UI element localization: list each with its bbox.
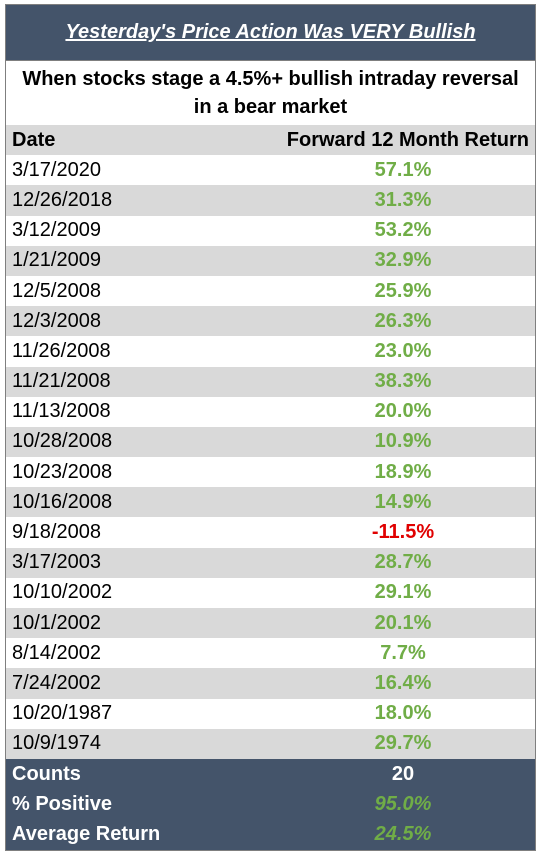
return-cell: 38.3%: [374, 370, 432, 393]
date-cell: 11/13/2008: [12, 400, 111, 423]
return-cell: 7.7%: [380, 641, 426, 664]
summary-row-average: Average Return 24.5%: [6, 820, 535, 850]
date-cell: 12/5/2008: [12, 279, 101, 302]
return-cell: -11.5%: [371, 521, 435, 544]
table-row: 9/18/2008 -11.5%: [6, 517, 535, 548]
average-label: Average Return: [12, 823, 161, 846]
table-row: 3/12/2009 53.2%: [6, 215, 535, 246]
table-row: 12/5/2008 25.9%: [6, 275, 535, 307]
return-cell: 32.9%: [374, 249, 432, 272]
table-row: 10/16/2008 14.9%: [6, 487, 535, 518]
table-row: 10/1/2002 20.1%: [6, 608, 535, 639]
average-value: 24.5%: [374, 823, 432, 846]
table-row: 3/17/2020 57.1%: [6, 155, 535, 186]
return-cell: 31.3%: [374, 188, 432, 211]
date-cell: 9/18/2008: [12, 521, 101, 544]
return-cell: 53.2%: [374, 219, 432, 242]
column-header-row: Date Forward 12 Month Return: [6, 125, 535, 156]
counts-label: Counts: [12, 762, 81, 785]
date-cell: 3/17/2003: [12, 551, 101, 574]
data-rows: 3/17/2020 57.1% 12/26/2018 31.3% 3/12/2009 53…: [6, 155, 535, 759]
date-cell: 10/20/1987: [12, 702, 113, 725]
table-row: 1/21/2009 32.9%: [6, 245, 535, 276]
table-row: 10/10/2002 29.1%: [6, 577, 535, 608]
return-cell: 57.1%: [374, 158, 432, 181]
date-cell: 10/23/2008: [12, 460, 113, 483]
table-row: 7/24/2002 16.4%: [6, 668, 535, 699]
counts-value: 20: [391, 762, 415, 785]
return-cell: 26.3%: [374, 309, 432, 332]
table-row: 10/20/1987 18.0%: [6, 698, 535, 729]
date-cell: 10/28/2008: [12, 430, 113, 453]
table-row: 10/9/1974 29.7%: [6, 728, 535, 759]
date-cell: 10/10/2002: [12, 581, 113, 604]
table-subtitle: When stocks stage a 4.5%+ bullish intrad…: [6, 61, 535, 125]
date-cell: 10/1/2002: [12, 611, 101, 634]
table-row: 11/13/2008 20.0%: [6, 396, 535, 427]
date-cell: 12/3/2008: [12, 309, 101, 332]
table-row: 10/23/2008 18.9%: [6, 457, 535, 488]
return-cell: 20.0%: [374, 400, 432, 423]
table-row: 12/3/2008 26.3%: [6, 306, 535, 337]
summary-row-positive: % Positive 95.0%: [6, 789, 535, 819]
return-cell: 29.7%: [374, 732, 432, 755]
return-cell: 23.0%: [374, 339, 432, 362]
date-cell: 8/14/2002: [12, 641, 101, 664]
positive-value: 95.0%: [374, 792, 432, 815]
positive-label: % Positive: [12, 792, 113, 815]
table-row: 3/17/2003 28.7%: [6, 547, 535, 578]
summary-section: Counts 20 % Positive 95.0% Average Retur…: [6, 758, 535, 850]
column-header-return: Forward 12 Month Return: [286, 128, 529, 151]
table-row: 11/21/2008 38.3%: [6, 366, 535, 397]
return-cell: 25.9%: [374, 279, 432, 302]
column-header-date: Date: [12, 128, 56, 151]
date-cell: 3/17/2020: [12, 158, 101, 181]
return-cell: 29.1%: [374, 581, 432, 604]
date-cell: 1/21/2009: [12, 249, 101, 272]
return-cell: 10.9%: [374, 430, 432, 453]
table-row: 11/26/2008 23.0%: [6, 336, 535, 367]
return-cell: 18.0%: [374, 702, 432, 725]
return-cell: 14.9%: [374, 490, 432, 513]
date-cell: 10/16/2008: [12, 490, 113, 513]
return-cell: 16.4%: [374, 671, 432, 694]
summary-row-counts: Counts 20: [6, 759, 535, 789]
table-row: 12/26/2018 31.3%: [6, 185, 535, 216]
date-cell: 7/24/2002: [12, 671, 101, 694]
table-row: 8/14/2002 7.7%: [6, 638, 535, 669]
date-cell: 12/26/2018: [12, 188, 113, 211]
date-cell: 3/12/2009: [12, 219, 101, 242]
table-row: 10/28/2008 10.9%: [6, 426, 535, 458]
date-cell: 11/26/2008: [12, 339, 111, 362]
date-cell: 11/21/2008: [12, 370, 111, 393]
returns-table: Yesterday's Price Action Was VERY Bullis…: [5, 4, 536, 851]
return-cell: 28.7%: [374, 551, 432, 574]
return-cell: 20.1%: [374, 611, 432, 634]
table-title: Yesterday's Price Action Was VERY Bullis…: [6, 5, 535, 61]
return-cell: 18.9%: [374, 460, 432, 483]
date-cell: 10/9/1974: [12, 732, 101, 755]
